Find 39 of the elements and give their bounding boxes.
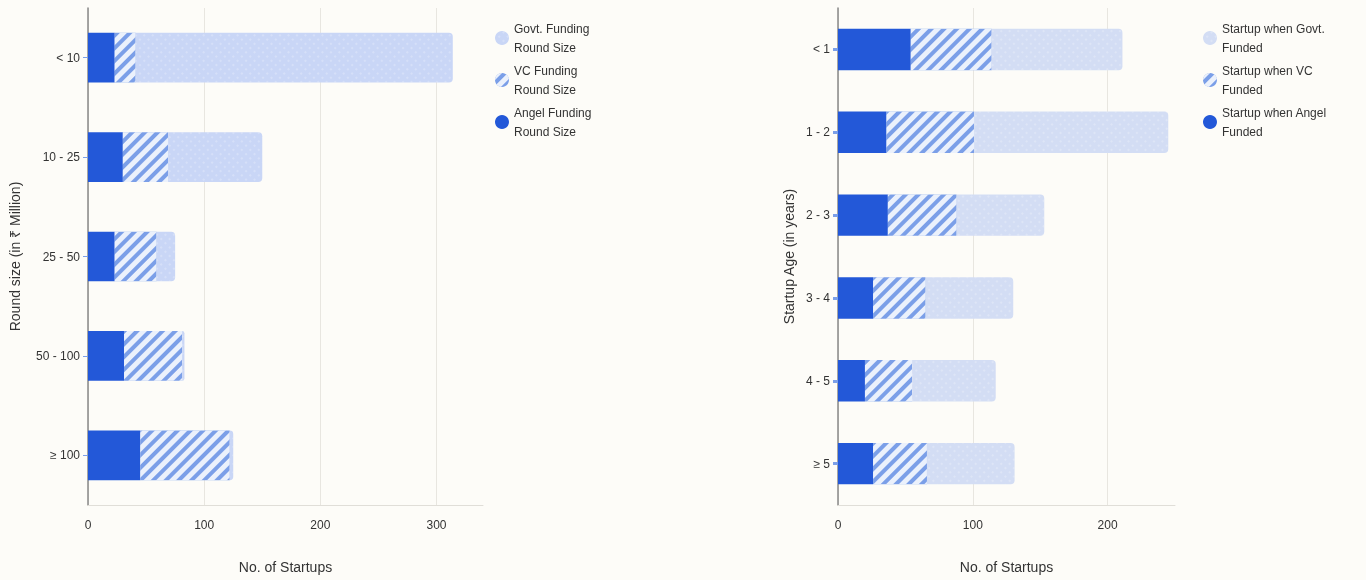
y-axis-title: Startup Age (in years) bbox=[781, 188, 797, 325]
bar bbox=[838, 111, 887, 153]
x-axis-title: No. of Startups bbox=[238, 559, 333, 575]
y-tick-label: 4 - 5 bbox=[805, 373, 831, 388]
legend-label: VC Funding Round Size bbox=[514, 63, 581, 97]
y-tick-label: 3 - 4 bbox=[805, 290, 831, 305]
bar bbox=[838, 360, 865, 402]
y-tick-label: 10 - 25 bbox=[42, 150, 81, 165]
x-axis-title: No. of Startups bbox=[959, 559, 1054, 575]
x-tick-label: 0 bbox=[84, 518, 92, 532]
legend-label: Startup when Govt. Funded bbox=[1222, 21, 1329, 55]
bar bbox=[88, 231, 115, 282]
legend-label: Govt. Funding Round Size bbox=[514, 21, 593, 55]
x-tick-label: 100 bbox=[194, 518, 215, 532]
legend-label: Angel Funding Round Size bbox=[514, 105, 595, 139]
bar bbox=[838, 277, 874, 319]
x-tick-label: 200 bbox=[310, 518, 331, 532]
x-tick-label: 0 bbox=[834, 518, 842, 532]
bar bbox=[88, 331, 125, 381]
bar bbox=[838, 28, 911, 71]
x-tick-label: 300 bbox=[426, 518, 447, 532]
y-axis-title: Round size (in ₹ Million) bbox=[7, 181, 23, 332]
x-tick-label: 100 bbox=[962, 518, 984, 532]
y-tick-label: 2 - 3 bbox=[805, 208, 831, 223]
y-tick-label: ≥ 100 bbox=[50, 448, 81, 463]
y-tick-label: 25 - 50 bbox=[42, 249, 81, 264]
bar bbox=[88, 32, 115, 83]
y-tick-label: ≥ 5 bbox=[813, 456, 831, 471]
bar bbox=[838, 194, 888, 236]
bar bbox=[88, 430, 141, 481]
x-tick-label: 200 bbox=[1097, 518, 1118, 532]
y-tick-label: 50 - 100 bbox=[35, 348, 81, 363]
legend-label: Startup when VC Funded bbox=[1222, 63, 1317, 97]
bar bbox=[838, 442, 874, 485]
bar bbox=[88, 132, 123, 182]
y-tick-label: 1 - 2 bbox=[805, 125, 831, 140]
legend-label: Startup when Angel Funded bbox=[1222, 105, 1330, 139]
y-tick-label: < 1 bbox=[812, 42, 831, 57]
y-tick-label: < 10 bbox=[56, 50, 81, 65]
